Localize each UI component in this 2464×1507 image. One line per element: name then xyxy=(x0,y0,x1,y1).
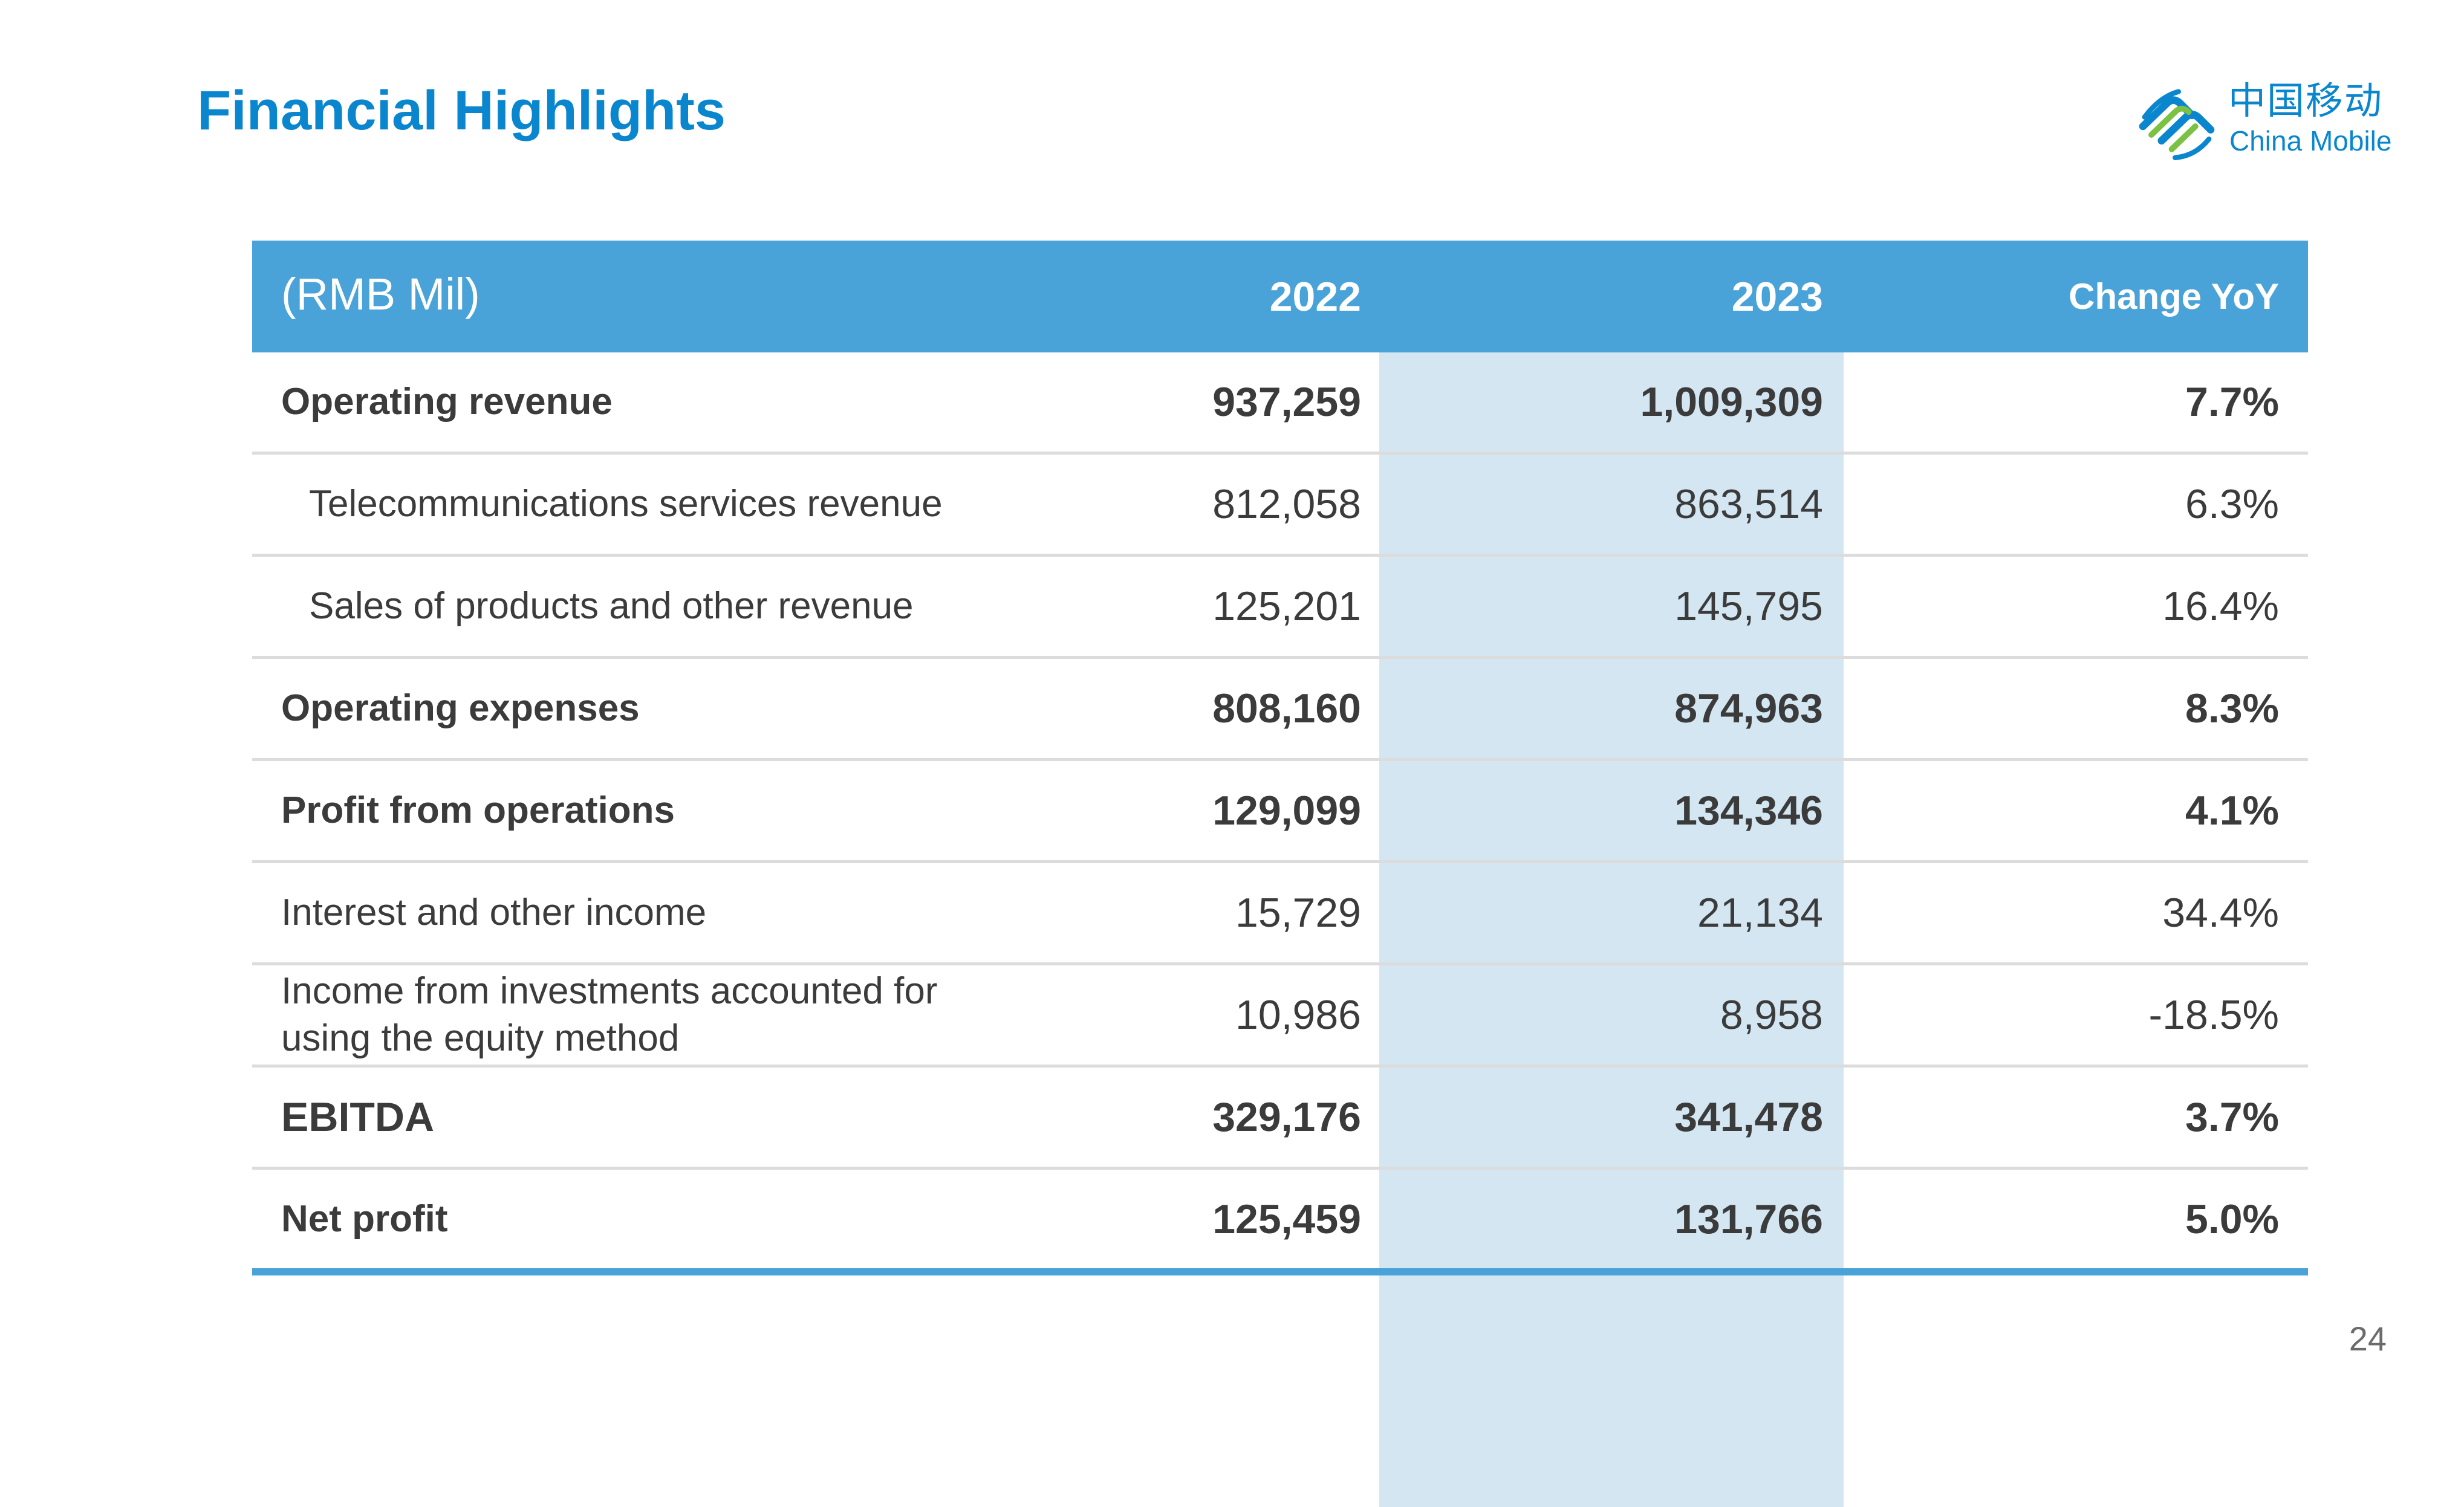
value-2022: 937,259 xyxy=(1212,379,1361,425)
row-label: Sales of products and other revenue xyxy=(309,585,914,627)
value-2023: 134,346 xyxy=(1674,788,1823,834)
change-yoy: 34.4% xyxy=(2162,890,2279,936)
row-label: Income from investments accounted for us… xyxy=(281,970,938,1059)
change-yoy: 5.0% xyxy=(2185,1196,2279,1242)
table-row: Operating revenue 937,259 1,009,309 7.7% xyxy=(252,352,2308,455)
financial-table: (RMB Mil) 2022 2023 Change YoY Operating… xyxy=(252,241,2308,1507)
value-2023: 145,795 xyxy=(1674,583,1823,629)
change-yoy: -18.5% xyxy=(2148,992,2279,1038)
value-2022: 812,058 xyxy=(1212,481,1361,527)
table-row: Telecommunications services revenue 812,… xyxy=(252,455,2308,557)
value-2022: 15,729 xyxy=(1235,890,1361,936)
value-2023: 874,963 xyxy=(1674,685,1823,731)
table-row: Income from investments accounted for us… xyxy=(252,965,2308,1068)
change-yoy: 6.3% xyxy=(2185,481,2279,527)
logo-text-en: China Mobile xyxy=(2229,125,2392,157)
row-label: Net profit xyxy=(281,1197,448,1240)
row-label: Interest and other income xyxy=(281,892,707,933)
header-change-yoy: Change YoY xyxy=(2069,276,2279,317)
row-label: Telecommunications services revenue xyxy=(309,483,943,525)
change-yoy: 8.3% xyxy=(2185,685,2279,731)
value-2022: 808,160 xyxy=(1212,685,1361,731)
page-number: 24 xyxy=(2349,1320,2387,1358)
value-2023: 341,478 xyxy=(1674,1094,1823,1140)
change-yoy: 16.4% xyxy=(2162,583,2279,629)
value-2022: 125,201 xyxy=(1212,583,1361,629)
value-2022: 129,099 xyxy=(1212,788,1361,834)
row-label: Operating revenue xyxy=(281,381,613,423)
value-2022: 329,176 xyxy=(1212,1094,1361,1140)
table-row: EBITDA 329,176 341,478 3.7% xyxy=(252,1068,2308,1170)
table-header: (RMB Mil) 2022 2023 Change YoY xyxy=(252,241,2308,352)
page-title: Financial Highlights xyxy=(197,80,726,141)
value-2023: 21,134 xyxy=(1697,890,1823,936)
value-2022: 10,986 xyxy=(1235,992,1361,1038)
table-row: Sales of products and other revenue 125,… xyxy=(252,557,2308,659)
row-label: EBITDA xyxy=(281,1094,435,1140)
row-label: Operating expenses xyxy=(281,687,640,729)
company-logo: 中国移动 China Mobile xyxy=(2134,80,2394,164)
change-yoy: 4.1% xyxy=(2185,788,2279,834)
value-2023: 1,009,309 xyxy=(1640,379,1823,425)
value-2023: 8,958 xyxy=(1720,992,1823,1038)
table-row: Profit from operations 129,099 134,346 4… xyxy=(252,761,2308,863)
table-row: Operating expenses 808,160 874,963 8.3% xyxy=(252,659,2308,761)
value-2022: 125,459 xyxy=(1212,1196,1361,1242)
china-mobile-logo-icon xyxy=(2139,89,2215,160)
logo-text-cn: 中国移动 xyxy=(2228,79,2384,123)
header-year-2022: 2022 xyxy=(1269,273,1361,320)
header-year-2023: 2023 xyxy=(1731,273,1823,320)
table-row: Interest and other income 15,729 21,134 … xyxy=(252,863,2308,965)
table-row: Net profit 125,459 131,766 5.0% xyxy=(252,1170,2308,1275)
header-unit: (RMB Mil) xyxy=(281,269,480,319)
row-label: Profit from operations xyxy=(281,789,675,831)
value-2023: 131,766 xyxy=(1674,1196,1823,1242)
highlight-column-2023 xyxy=(1379,352,1844,1507)
change-yoy: 7.7% xyxy=(2185,379,2279,425)
change-yoy: 3.7% xyxy=(2185,1094,2279,1140)
value-2023: 863,514 xyxy=(1674,481,1823,527)
